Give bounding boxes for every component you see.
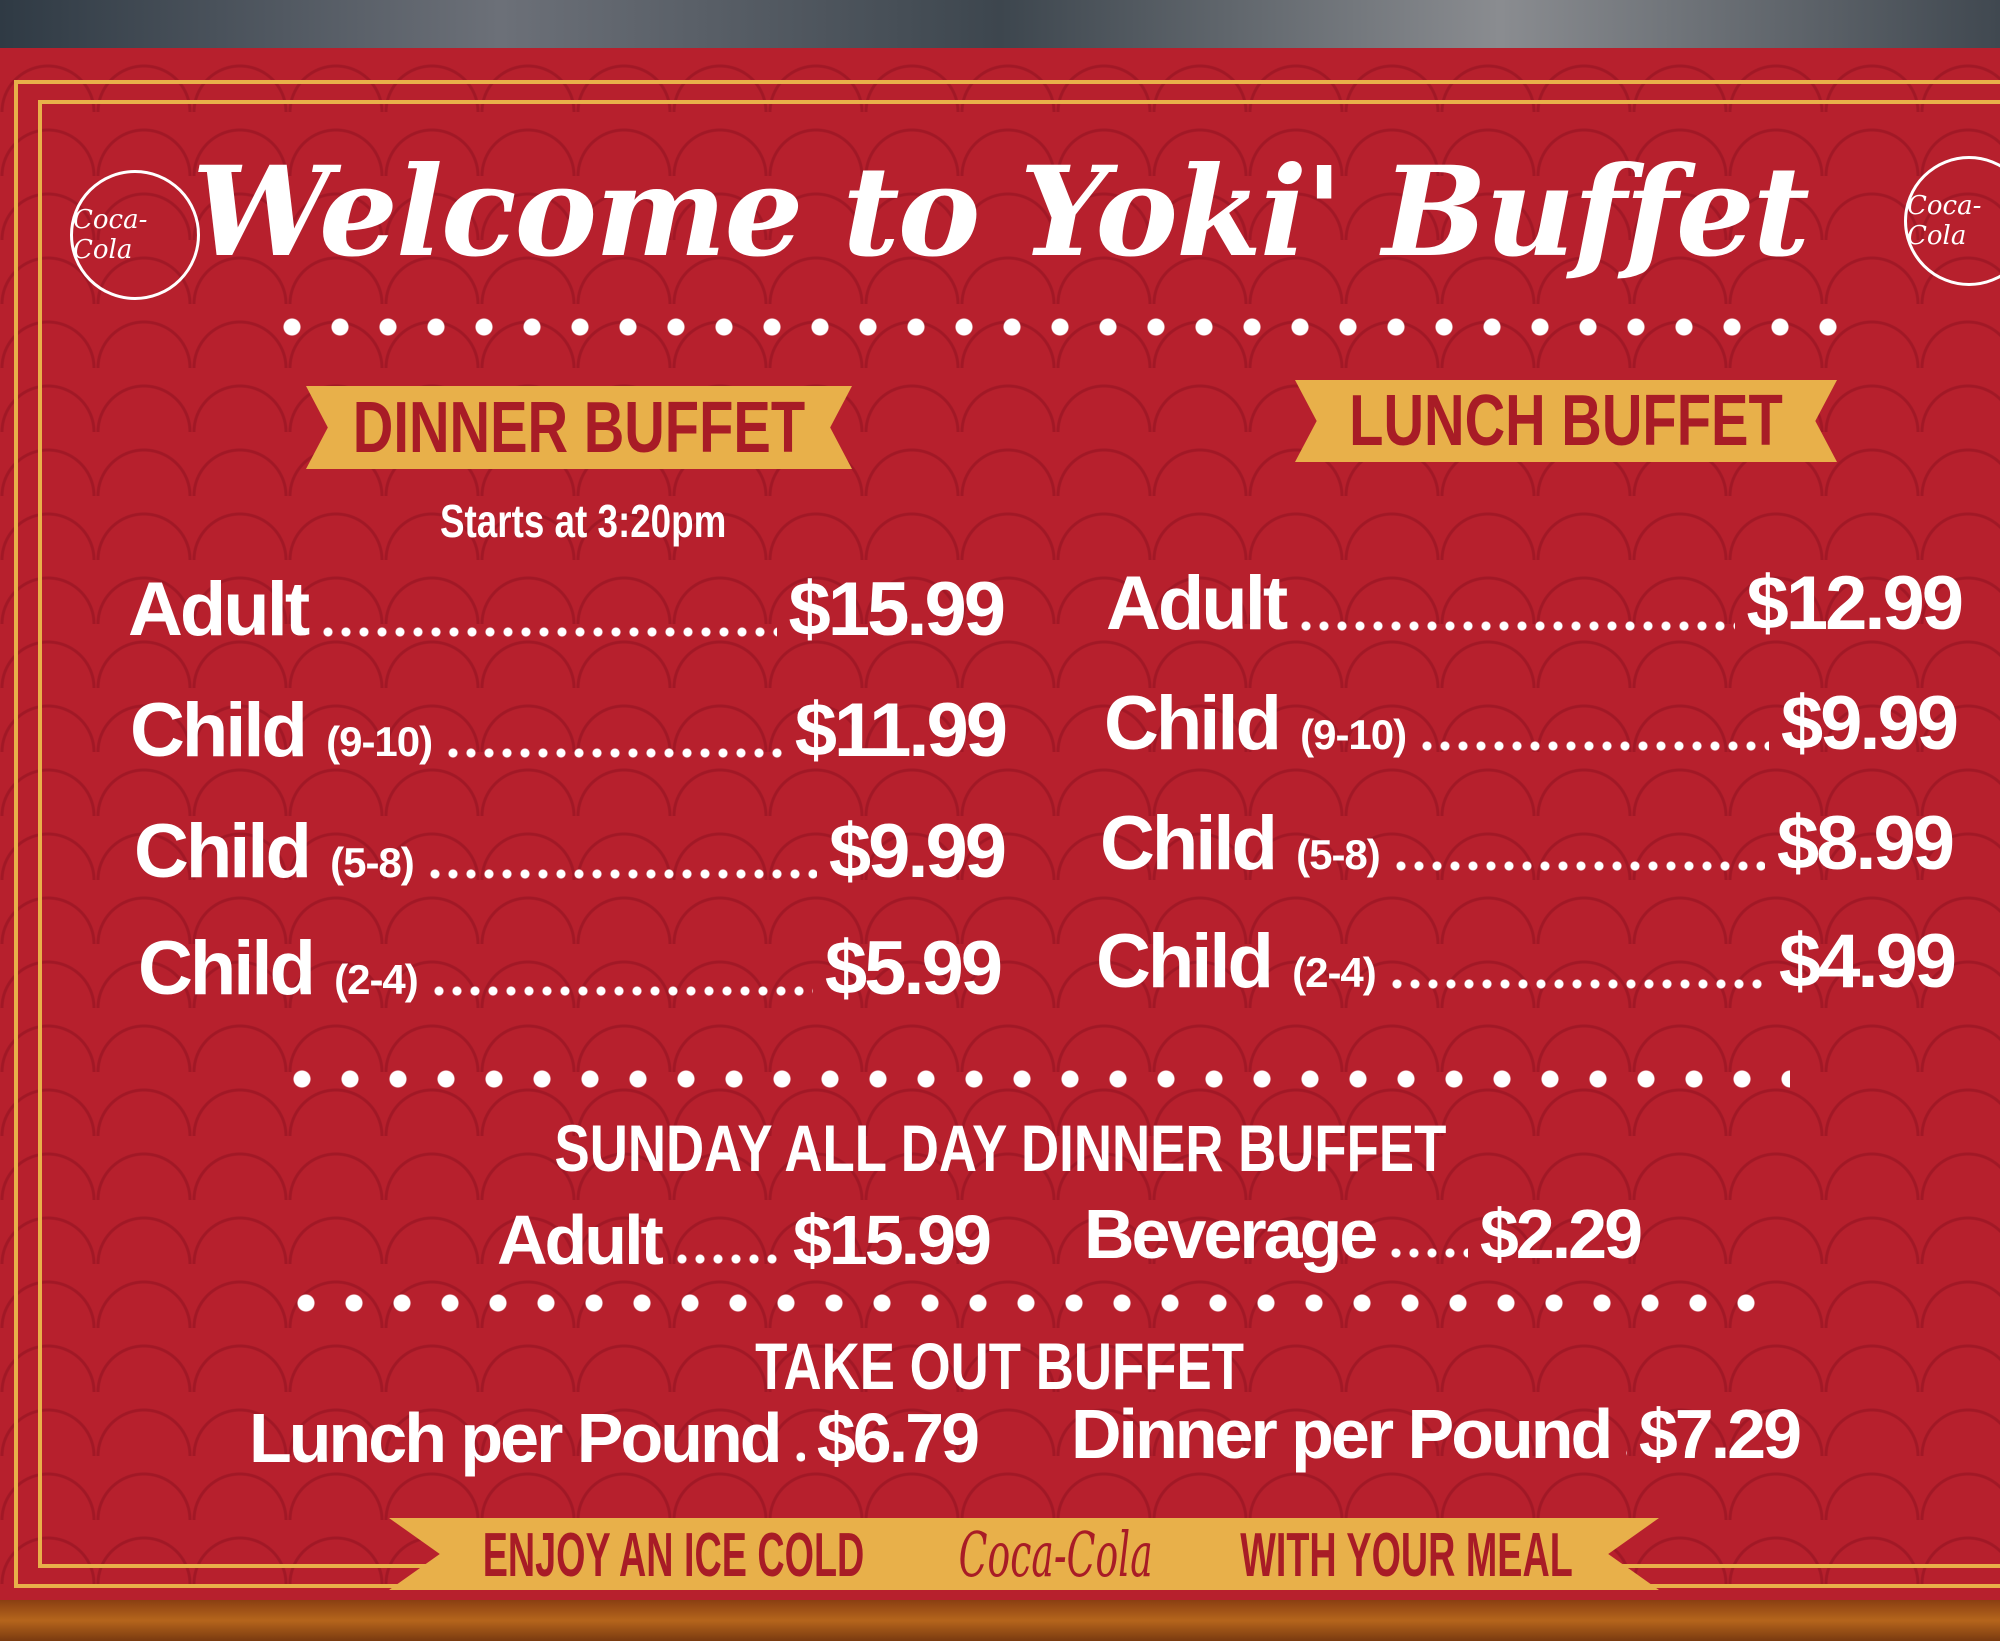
takeout-row-lunch: Lunch per Pound $6.79 bbox=[249, 1399, 980, 1477]
dinner-row-child-9-10: Child (9-10) $11.99 bbox=[130, 688, 1008, 773]
lunch-row-child-5-8: Child (5-8) $8.99 bbox=[1100, 801, 1955, 886]
coca-cola-wordmark: Coca-Cola bbox=[958, 1517, 1153, 1591]
dinner-buffet-banner: DINNER BUFFET bbox=[306, 386, 852, 469]
dotted-divider bbox=[268, 318, 1852, 336]
lunch-row-child-2-4: Child (2-4) $4.99 bbox=[1096, 919, 1957, 1004]
coca-cola-logo-left: Coca-Cola bbox=[70, 170, 200, 300]
lunch-row-child-9-10: Child (9-10) $9.99 bbox=[1104, 681, 1959, 766]
menu-title: Welcome to Yoki' Buffet bbox=[191, 140, 1810, 285]
coca-cola-logo-right: Coca-Cola bbox=[1904, 156, 2000, 286]
dotted-divider bbox=[278, 1070, 1790, 1088]
dinner-row-adult: Adult $15.99 bbox=[128, 567, 1006, 652]
menu-board bbox=[0, 48, 2000, 1608]
dinner-row-child-2-4: Child (2-4) $5.99 bbox=[138, 926, 1003, 1011]
sunday-row-beverage: Beverage $2.29 bbox=[1084, 1195, 1643, 1273]
dotted-divider bbox=[282, 1294, 1782, 1312]
wooden-stand bbox=[0, 1600, 2000, 1641]
sunday-heading: SUNDAY ALL DAY DINNER BUFFET bbox=[554, 1111, 1446, 1185]
takeout-heading: TAKE OUT BUFFET bbox=[755, 1329, 1245, 1403]
lunch-buffet-banner: LUNCH BUFFET bbox=[1295, 380, 1837, 462]
dinner-row-child-5-8: Child (5-8) $9.99 bbox=[134, 809, 1007, 894]
footer-banner: ENJOY AN ICE COLD Coca-Cola WITH YOUR ME… bbox=[389, 1518, 1659, 1590]
lunch-row-adult: Adult $12.99 bbox=[1106, 561, 1964, 646]
dinner-start-time: Starts at 3:20pm bbox=[440, 495, 727, 547]
takeout-row-dinner: Dinner per Pound $7.29 bbox=[1071, 1395, 1802, 1473]
sunday-row-adult: Adult $15.99 bbox=[497, 1201, 992, 1279]
footer-text: ENJOY AN ICE COLD Coca-Cola WITH YOUR ME… bbox=[482, 1517, 1573, 1591]
